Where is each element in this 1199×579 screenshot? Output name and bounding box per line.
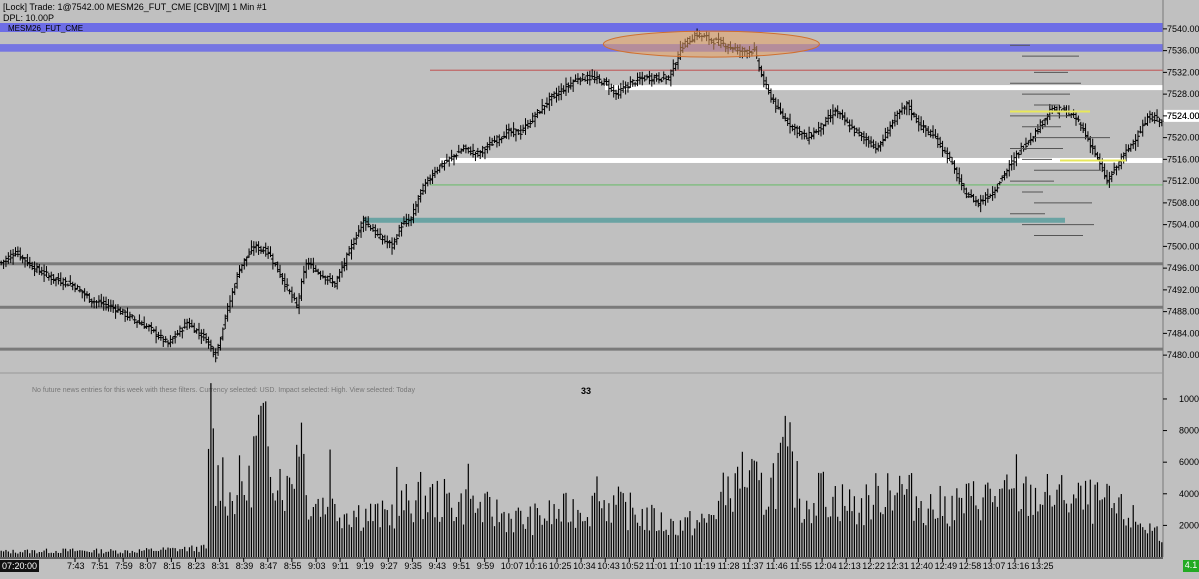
level-line: [430, 69, 1163, 71]
x-tick-label: 7:51: [91, 561, 109, 571]
y-tick-label: 7540.00: [1167, 24, 1199, 34]
y-tick-label: 7496.00: [1167, 263, 1199, 273]
x-tick-label: 8:23: [188, 561, 206, 571]
x-tick-label: 7:43: [67, 561, 85, 571]
x-tick-label: 12:49: [935, 561, 958, 571]
x-tick-label: 12:58: [959, 561, 982, 571]
level-line: [605, 85, 1163, 91]
x-tick-label: 9:03: [308, 561, 326, 571]
volume-y-tick-label: 4000: [1179, 489, 1199, 499]
x-tick-label: 8:47: [260, 561, 278, 571]
level-line: [430, 184, 1163, 186]
y-tick-label: 7508.00: [1167, 198, 1199, 208]
x-tick-label: 13:07: [983, 561, 1006, 571]
x-tick-label: 10:16: [525, 561, 548, 571]
y-tick-label: 7524.00: [1167, 111, 1199, 121]
price-levels: MESM26_FUT_CME: [0, 23, 1163, 351]
annotations: No future news entries for this week wit…: [32, 30, 1126, 396]
x-tick-label: 12:31: [886, 561, 909, 571]
level-line: [363, 217, 1065, 223]
symbol-band-label: MESM26_FUT_CME: [8, 24, 83, 33]
x-tick-label: 13:25: [1031, 561, 1054, 571]
x-tick-label: 9:43: [429, 561, 447, 571]
x-tick-label: 12:04: [814, 561, 837, 571]
news-text: No future news entries for this week wit…: [32, 387, 415, 394]
x-tick-label: 10:52: [621, 561, 644, 571]
volume-y-tick-label: 8000: [1179, 426, 1199, 436]
x-tick-label: 11:01: [645, 561, 667, 571]
x-tick-label: 10:25: [549, 561, 572, 571]
y-tick-label: 7480.00: [1167, 350, 1199, 360]
y-tick-label: 7484.00: [1167, 328, 1199, 338]
y-tick-label: 7504.00: [1167, 220, 1199, 230]
x-tick-label: 11:28: [718, 561, 740, 571]
x-tick-label: 12:22: [862, 561, 885, 571]
dpl-label: DPL: 10.00P: [3, 13, 55, 23]
volume-y-tick-label: 10000: [1179, 394, 1199, 404]
y-tick-label: 7532.00: [1167, 67, 1199, 77]
highlight-zone: [0, 44, 1163, 52]
x-tick-label: 10:07: [501, 561, 524, 571]
start-time-label: 07:20:00: [0, 560, 40, 572]
x-tick-label: 7:59: [115, 561, 133, 571]
y-tick-label: 7528.00: [1167, 89, 1199, 99]
level-line: [440, 157, 1163, 163]
x-tick-label: 8:07: [139, 561, 157, 571]
y-tick-label: 7500.00: [1167, 241, 1199, 251]
x-tick-label: 11:10: [670, 561, 692, 571]
level-line: [0, 305, 1163, 309]
y-tick-label: 7516.00: [1167, 154, 1199, 164]
high-ellipse: [602, 30, 820, 58]
x-tick-label: 8:55: [284, 561, 302, 571]
x-tick-label: 12:40: [911, 561, 934, 571]
x-tick-label: 9:11: [332, 561, 349, 571]
y-tick-label: 7520.00: [1167, 133, 1199, 143]
y-tick-label: 7488.00: [1167, 307, 1199, 317]
x-tick-label: 11:55: [790, 561, 812, 571]
level-line: [0, 347, 1163, 351]
x-tick-label: 8:39: [236, 561, 254, 571]
x-tick-label: 9:59: [477, 561, 495, 571]
level-line: [0, 262, 1163, 266]
x-tick-label: 9:35: [404, 561, 422, 571]
y-tick-label: 7536.00: [1167, 46, 1199, 56]
instrument-header: [Lock] Trade: 1@7542.00 MESM26_FUT_CME […: [3, 2, 267, 12]
x-tick-label: 12:13: [838, 561, 861, 571]
y-tick-label: 7512.00: [1167, 176, 1199, 186]
x-tick-label: 11:46: [766, 561, 788, 571]
x-tick-label: 9:19: [356, 561, 374, 571]
y-tick-label: 7492.00: [1167, 285, 1199, 295]
current-price-label: 7524.00: [1167, 111, 1199, 121]
x-tick-label: 9:51: [453, 561, 471, 571]
symbol-band: [0, 23, 1163, 32]
x-tick-label: 11:19: [694, 561, 716, 571]
current-price-box: [1164, 109, 1199, 122]
volume-bars: [0, 383, 1163, 557]
x-tick-label: 8:15: [163, 561, 181, 571]
center-marker: 33: [581, 386, 591, 396]
volume-y-tick-label: 2000: [1179, 520, 1199, 530]
x-tick-label: 10:34: [573, 561, 596, 571]
x-tick-label: 8:31: [212, 561, 230, 571]
x-tick-label: 11:37: [742, 561, 764, 571]
x-axis-strip: [0, 558, 1199, 579]
x-tick-label: 13:16: [1007, 561, 1030, 571]
x-tick-label: 9:27: [380, 561, 398, 571]
x-tick-label: 10:43: [597, 561, 620, 571]
volume-y-tick-label: 6000: [1179, 457, 1199, 467]
corner-badge: 4.1: [1183, 560, 1199, 572]
